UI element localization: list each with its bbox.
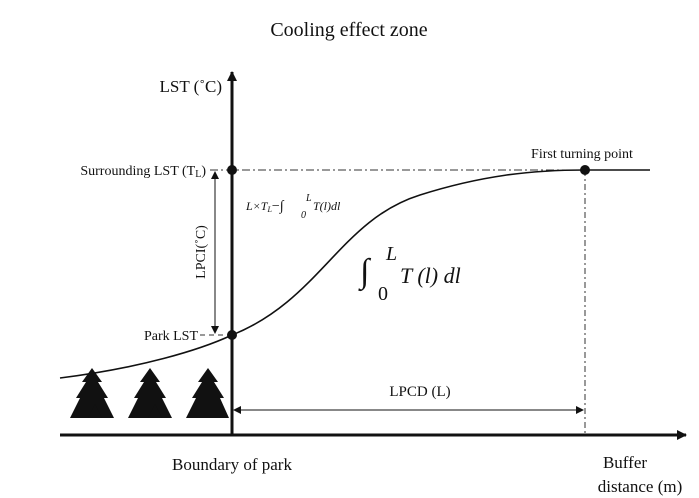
point bbox=[227, 165, 237, 175]
integrand: T (l) dl bbox=[400, 263, 461, 288]
x-axis-label: Buffer bbox=[603, 453, 647, 472]
text: Surrounding LST (T bbox=[80, 164, 195, 179]
title: Cooling effect zone bbox=[270, 19, 427, 41]
trees bbox=[70, 368, 229, 418]
park-lst-label: Park LST bbox=[144, 329, 199, 344]
lpci-label: LPCI(˚C) bbox=[194, 225, 209, 279]
x-axis-label: distance (m) bbox=[598, 477, 683, 496]
integral-sign: ∫ bbox=[358, 253, 372, 292]
formula-part: L×TL−∫ bbox=[245, 199, 285, 214]
text: ) bbox=[201, 164, 206, 179]
upper-limit: L bbox=[305, 193, 312, 204]
lst-curve bbox=[59, 169, 650, 379]
formula-large: ∫ L 0 T (l) dl bbox=[358, 243, 461, 305]
text: L×T bbox=[245, 199, 269, 213]
lower-limit: 0 bbox=[301, 210, 306, 221]
lpcd-label: LPCD (L) bbox=[389, 384, 450, 400]
formula-small: L×TL−∫ L 0 T(l)dl bbox=[245, 193, 341, 221]
upper-limit: L bbox=[385, 243, 397, 265]
integrand: T(l)dl bbox=[313, 199, 341, 213]
subscript: L bbox=[266, 205, 272, 214]
point bbox=[580, 165, 590, 175]
turning-point-label: First turning point bbox=[531, 147, 633, 162]
surrounding-lst-label: Surrounding LST (TL) bbox=[80, 164, 206, 180]
x-origin-label: Boundary of park bbox=[172, 455, 292, 474]
subscript: L bbox=[195, 169, 201, 180]
y-axis-label: LST (˚C) bbox=[160, 77, 223, 96]
lower-limit: 0 bbox=[378, 283, 388, 305]
text: −∫ bbox=[272, 199, 285, 214]
point bbox=[227, 330, 237, 340]
